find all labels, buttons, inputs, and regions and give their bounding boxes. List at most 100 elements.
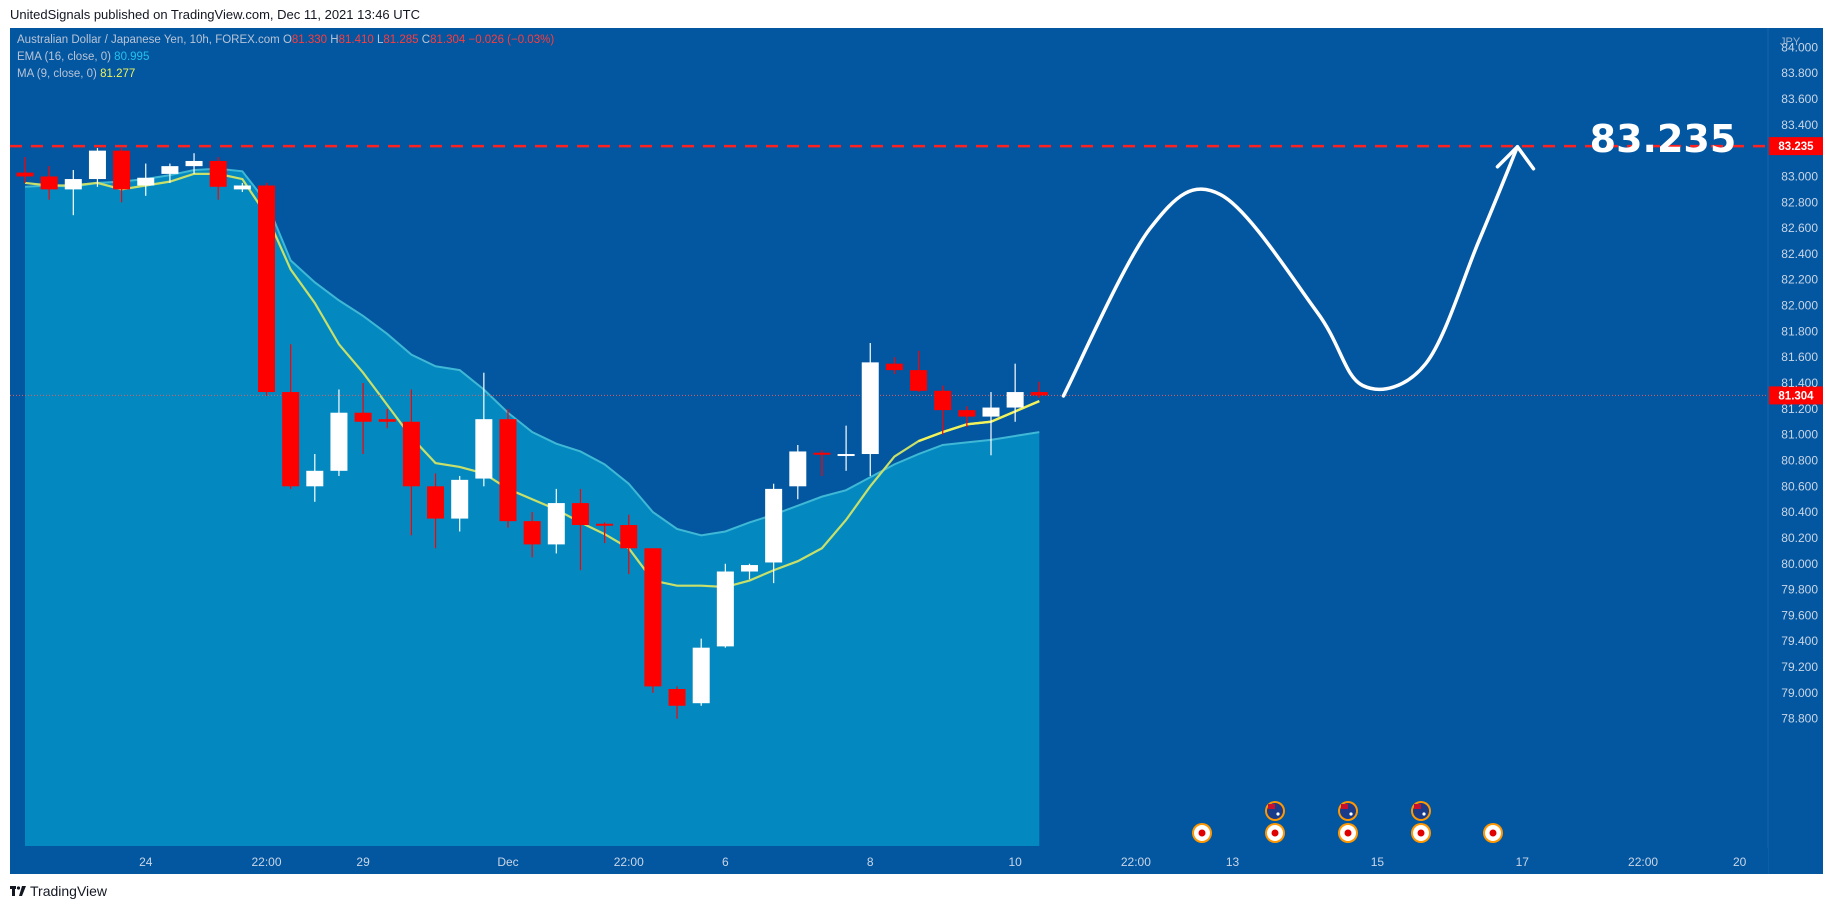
- last-price-tag-bg: [1769, 386, 1823, 405]
- candle-body: [88, 150, 106, 180]
- target-line: 83.235: [10, 137, 1823, 156]
- time-tick: 29: [356, 855, 370, 869]
- candle: [571, 488, 589, 571]
- time-tick: 22:00: [251, 855, 281, 869]
- price-tick: 82.200: [1781, 273, 1818, 287]
- jp-flag-event-icon[interactable]: [1338, 823, 1358, 843]
- ema-area-fill: [10, 28, 1040, 846]
- candle-body: [958, 410, 976, 417]
- jp-flag-event-icon[interactable]: [1483, 823, 1503, 843]
- price-tick: 79.400: [1781, 634, 1818, 648]
- candle: [596, 522, 614, 544]
- event-flag-sun: [1417, 829, 1425, 837]
- price-tick: 82.800: [1781, 195, 1818, 209]
- candle: [910, 350, 928, 393]
- price-tick: 81.600: [1781, 350, 1818, 364]
- time-axis-background: [10, 848, 1768, 874]
- price-axis[interactable]: 84.000 83.800 83.600 83.400 83.000 82.800 82.6…: [1781, 40, 1818, 725]
- legend-ema-label: EMA (16, close, 0): [17, 51, 111, 63]
- published-caption: UnitedSignals published on TradingView.c…: [10, 7, 420, 22]
- candle-body: [475, 419, 493, 479]
- candle-body: [282, 392, 300, 487]
- price-tick: 83.400: [1781, 118, 1818, 132]
- last-price-line: 81.304: [10, 386, 1823, 405]
- candle-body: [620, 525, 638, 549]
- time-tick: 22:00: [1121, 855, 1151, 869]
- jp-flag-event-icon[interactable]: [1411, 823, 1431, 843]
- candle: [716, 563, 734, 648]
- event-flag-sun: [1271, 829, 1279, 837]
- candle-body: [451, 479, 469, 519]
- tradingview-brand: TradingView: [30, 883, 108, 899]
- time-tick: 15: [1371, 855, 1385, 869]
- event-flag-union: [1268, 804, 1275, 809]
- projection-curve: [1061, 145, 1520, 398]
- time-tick: Dec: [497, 855, 518, 869]
- candle: [885, 357, 903, 374]
- price-tick: 81.000: [1781, 428, 1818, 442]
- candle-body: [571, 503, 589, 526]
- time-tick: 24: [139, 855, 153, 869]
- event-flag-union: [1341, 804, 1348, 809]
- candle: [958, 406, 976, 427]
- candle-body: [644, 548, 662, 687]
- jp-flag-event-icon[interactable]: [1265, 823, 1285, 843]
- time-axis[interactable]: 24 22:00 29 Dec 22:00 6 8 10 22:00 13 15 17 22:00 20: [139, 855, 1747, 869]
- time-tick: 6: [722, 855, 729, 869]
- time-tick: 22:00: [1628, 855, 1658, 869]
- candle-body: [185, 160, 203, 167]
- price-tick: 84.000: [1781, 40, 1818, 54]
- price-tick: 79.800: [1781, 583, 1818, 597]
- legend-ema-value: 80.995: [114, 51, 150, 63]
- candle: [523, 512, 541, 558]
- au-flag-event-icon[interactable]: [1338, 801, 1358, 821]
- time-tick: 17: [1516, 855, 1530, 869]
- jp-flag-event-icon[interactable]: [1192, 823, 1212, 843]
- candle-body: [885, 363, 903, 371]
- candle-body: [837, 454, 855, 457]
- candle-body: [40, 176, 58, 190]
- price-tick: 79.200: [1781, 660, 1818, 674]
- candle: [620, 514, 638, 575]
- candle: [475, 372, 493, 487]
- legend-ema-row[interactable]: EMA (16, close, 0) 80.995: [17, 51, 149, 63]
- candle-body: [209, 160, 227, 187]
- candle: [499, 408, 517, 528]
- price-tick: 81.200: [1781, 402, 1818, 416]
- event-flag-sun: [1198, 829, 1206, 837]
- candle-body: [161, 166, 179, 174]
- candle-body: [910, 370, 928, 391]
- candle-body: [668, 688, 686, 706]
- legend-low-label: L: [376, 34, 384, 46]
- candle: [644, 548, 662, 693]
- candle: [692, 638, 710, 706]
- candle: [137, 163, 155, 196]
- candle: [306, 454, 324, 502]
- candle: [185, 153, 203, 174]
- candle-body: [813, 452, 831, 455]
- time-tick: 20: [1733, 855, 1747, 869]
- candle-body: [137, 177, 155, 186]
- legend-close-label: C: [421, 34, 431, 46]
- target-annotation: 83.235: [1590, 117, 1737, 161]
- economic-events[interactable]: [1192, 801, 1503, 843]
- candle: [789, 444, 807, 500]
- candle-body: [378, 419, 396, 422]
- candle-body: [499, 419, 517, 522]
- currency-label: JPY: [1780, 36, 1801, 48]
- au-flag-event-icon[interactable]: [1265, 801, 1285, 821]
- tradingview-logo[interactable]: TradingView: [10, 883, 107, 899]
- legend-ma-value: 81.277: [100, 68, 136, 80]
- legend-high: 81.410: [338, 34, 374, 46]
- candle-body: [523, 521, 541, 545]
- candle-body: [765, 488, 783, 563]
- candle: [233, 182, 251, 192]
- legend-ma-row[interactable]: MA (9, close, 0) 81.277: [17, 68, 135, 80]
- candle-body: [354, 412, 372, 422]
- price-tick: 80.800: [1781, 453, 1818, 467]
- au-flag-event-icon[interactable]: [1411, 801, 1431, 821]
- price-tick: 82.400: [1781, 247, 1818, 261]
- candle: [16, 157, 34, 183]
- candle: [88, 148, 106, 187]
